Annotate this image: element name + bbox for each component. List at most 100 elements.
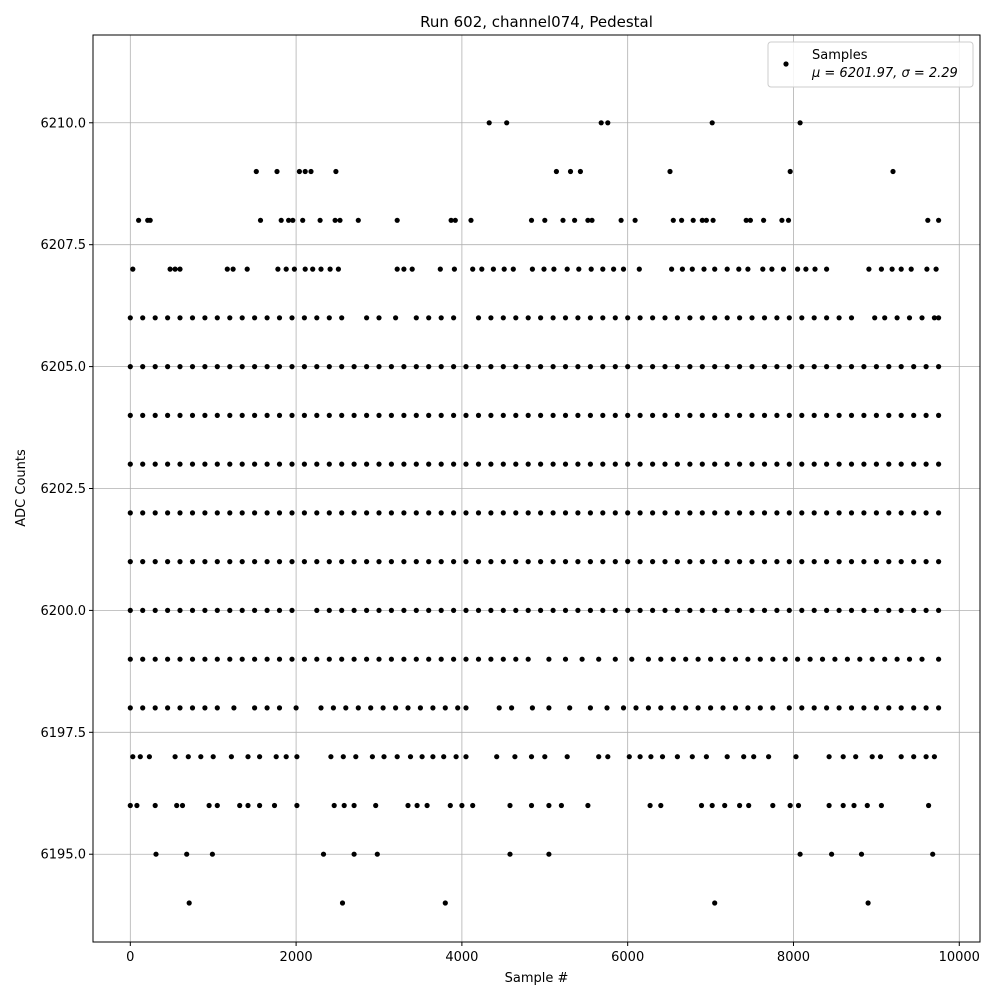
data-point [889, 266, 895, 272]
data-point [737, 510, 743, 516]
data-point [424, 802, 430, 809]
data-point [812, 266, 818, 272]
data-point [575, 510, 581, 516]
data-point [587, 315, 594, 321]
data-point [795, 802, 802, 809]
data-point [276, 364, 283, 370]
data-point [152, 315, 158, 321]
data-point [699, 461, 705, 467]
data-point [326, 412, 332, 418]
data-point [786, 510, 792, 516]
data-point [761, 217, 767, 223]
data-point [861, 510, 867, 516]
data-point [724, 754, 730, 760]
data-point [214, 607, 220, 614]
data-point [674, 412, 681, 418]
data-point [165, 705, 171, 711]
data-point [376, 559, 382, 565]
data-point [451, 412, 457, 418]
data-point [633, 705, 639, 711]
data-point [625, 315, 631, 321]
data-point [252, 510, 258, 516]
data-point [894, 315, 900, 321]
data-point [488, 607, 494, 614]
data-point [558, 802, 565, 809]
data-point [683, 656, 689, 662]
data-point [560, 217, 566, 223]
data-point [451, 607, 457, 614]
data-point [179, 802, 186, 809]
data-point [376, 607, 382, 614]
data-point [364, 315, 370, 321]
data-point [687, 461, 693, 467]
data-point [351, 461, 357, 467]
data-point [189, 364, 196, 370]
data-point [239, 559, 245, 565]
data-point [699, 364, 705, 370]
data-point [276, 607, 283, 614]
data-point [626, 754, 632, 760]
data-point [525, 412, 531, 418]
data-point [177, 266, 183, 272]
data-point [376, 364, 382, 370]
data-point [227, 607, 233, 614]
data-point [645, 705, 652, 711]
data-point [152, 559, 158, 565]
data-point [600, 461, 606, 467]
data-point [911, 461, 917, 467]
data-point [426, 607, 432, 614]
data-point [709, 120, 715, 126]
data-point [339, 315, 345, 321]
data-point [513, 315, 519, 321]
data-point [550, 364, 556, 370]
data-point [127, 510, 133, 516]
data-point [933, 266, 939, 272]
data-point [189, 461, 196, 467]
data-point [351, 851, 357, 857]
data-point [567, 168, 574, 175]
data-point [177, 510, 183, 516]
data-point [185, 754, 191, 760]
data-point [252, 461, 258, 467]
data-point [906, 315, 913, 321]
data-point [337, 217, 343, 223]
data-point [674, 364, 681, 370]
data-point [840, 802, 846, 809]
data-point [598, 120, 604, 126]
data-point [189, 607, 196, 614]
data-point [525, 461, 531, 467]
data-point [832, 656, 838, 662]
data-point [177, 559, 183, 565]
data-point [127, 705, 133, 711]
data-point [836, 364, 842, 370]
data-point [712, 315, 718, 321]
data-point [488, 656, 494, 662]
data-point [438, 412, 444, 418]
data-point [857, 656, 863, 662]
data-point [576, 266, 582, 272]
data-point [662, 607, 668, 614]
data-point [853, 754, 859, 760]
data-point [301, 412, 307, 418]
data-point [698, 802, 705, 809]
data-point [687, 364, 693, 370]
data-point [130, 754, 136, 760]
data-point [898, 461, 904, 467]
data-point [189, 705, 196, 711]
data-point [202, 705, 208, 711]
data-point [276, 315, 283, 321]
data-point [710, 217, 716, 223]
data-point [667, 168, 673, 175]
data-point [227, 364, 233, 370]
data-point [214, 364, 220, 370]
data-point [214, 461, 220, 467]
data-point [475, 461, 482, 467]
data-point [674, 754, 681, 760]
data-point [797, 851, 803, 857]
data-point [924, 266, 930, 272]
y-tick-label: 6200.0 [41, 604, 87, 619]
data-point [276, 656, 283, 662]
data-point [276, 412, 283, 418]
data-point [294, 754, 300, 760]
data-point [227, 510, 233, 516]
